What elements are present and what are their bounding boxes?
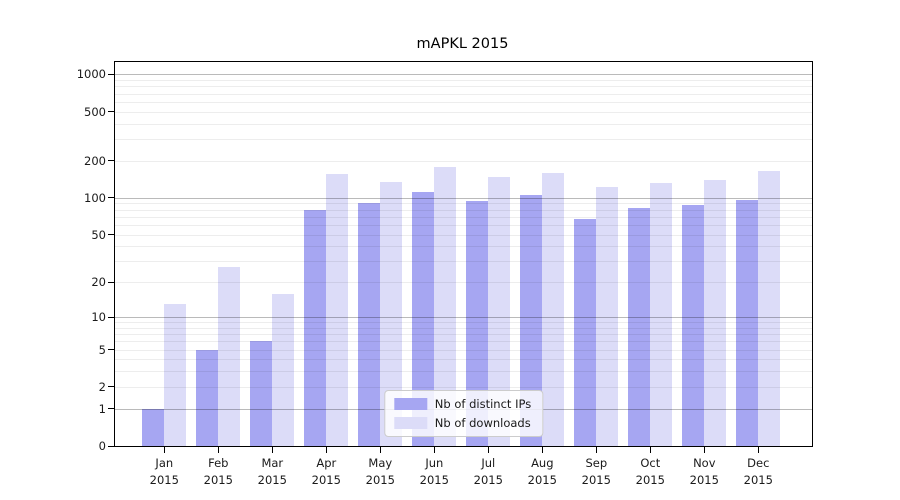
- bar-downloads-2: [272, 293, 295, 446]
- x-tick-mark: [758, 447, 760, 453]
- bar-downloads-10: [704, 179, 727, 446]
- bar-distinct-ips-4: [358, 203, 381, 446]
- bar-distinct-ips-8: [574, 219, 597, 446]
- legend-label: Nb of distinct IPs: [434, 397, 532, 411]
- bar-distinct-ips-0: [142, 408, 165, 446]
- x-tick-mark: [542, 447, 544, 453]
- bar-distinct-ips-3: [304, 209, 327, 446]
- x-tick-label: Nov 2015: [689, 456, 719, 487]
- x-tick-mark: [650, 447, 652, 453]
- x-tick-label: Aug 2015: [527, 456, 557, 487]
- y-gridline-minor: [115, 86, 812, 88]
- legend-item: Nb of downloads: [393, 416, 531, 430]
- y-tick-mark: [108, 111, 114, 112]
- x-tick-label: Jun 2015: [419, 456, 449, 487]
- y-tick-mark: [108, 408, 114, 410]
- legend-swatch: [393, 398, 427, 410]
- x-tick-label: Dec 2015: [743, 456, 773, 487]
- bar-distinct-ips-11: [736, 200, 759, 446]
- bar-downloads-3: [326, 174, 349, 446]
- x-tick-label: Apr 2015: [311, 456, 341, 487]
- bar-downloads-6: [488, 176, 511, 446]
- y-tick-label: 200: [84, 153, 106, 168]
- y-tick-mark: [108, 197, 114, 199]
- y-tick-label: 1: [98, 401, 106, 416]
- bar-downloads-0: [164, 304, 187, 446]
- x-tick-label: Sep 2015: [581, 456, 611, 487]
- x-tick-mark: [218, 447, 220, 453]
- chart-title: mAPKL 2015: [416, 36, 509, 52]
- y-tick-mark: [108, 281, 114, 283]
- x-tick-label: Jan 2015: [149, 456, 179, 487]
- y-tick-label: 5: [98, 342, 106, 357]
- y-tick-mark: [108, 349, 114, 351]
- x-tick-mark: [380, 447, 382, 453]
- y-gridline-major: [115, 74, 812, 76]
- legend-item: Nb of distinct IPs: [393, 397, 532, 411]
- bar-distinct-ips-10: [682, 204, 705, 446]
- bar-distinct-ips-2: [250, 341, 273, 446]
- bar-downloads-8: [596, 187, 619, 446]
- bar-downloads-4: [380, 182, 403, 446]
- bar-downloads-9: [650, 182, 673, 446]
- y-tick-label: 50: [91, 227, 106, 242]
- legend: Nb of distinct IPs Nb of downloads: [383, 390, 544, 437]
- bar-distinct-ips-5: [412, 192, 435, 446]
- y-tick-mark: [108, 445, 114, 447]
- x-tick-mark: [272, 447, 274, 453]
- y-gridline-minor: [115, 111, 812, 113]
- y-tick-mark: [108, 73, 114, 75]
- x-tick-label: Feb 2015: [203, 456, 233, 487]
- legend-swatch: [393, 417, 427, 429]
- x-tick-mark: [434, 447, 436, 453]
- y-tick-label: 10: [91, 310, 106, 324]
- y-tick-mark: [108, 316, 114, 318]
- bar-downloads-11: [758, 171, 781, 446]
- bar-distinct-ips-1: [196, 349, 219, 446]
- x-tick-label: Mar 2015: [257, 456, 287, 487]
- x-tick-mark: [326, 447, 328, 453]
- y-gridline-minor: [115, 160, 812, 162]
- bar-downloads-1: [218, 266, 241, 446]
- x-tick-mark: [596, 447, 598, 453]
- bar-distinct-ips-6: [466, 201, 489, 446]
- x-tick-label: Jul 2015: [473, 456, 503, 487]
- bar-distinct-ips-9: [628, 207, 651, 446]
- y-gridline-minor: [115, 101, 812, 103]
- y-tick-label: 0: [98, 439, 106, 453]
- y-tick-label: 500: [84, 104, 106, 119]
- y-tick-label: 2: [98, 379, 106, 394]
- y-tick-mark: [108, 160, 114, 162]
- plot-area: 0 1 2 5 10 20 50 100 200 500 1000 Jan 2015 Feb 2015…: [77, 61, 813, 487]
- y-gridline-minor: [115, 80, 812, 81]
- x-tick-label: Oct 2015: [635, 456, 665, 487]
- bar-distinct-ips-7: [520, 195, 543, 446]
- bar-downloads-5: [434, 166, 457, 446]
- y-tick-label: 1000: [76, 67, 106, 82]
- x-tick-mark: [164, 447, 166, 453]
- y-tick-mark: [108, 386, 114, 388]
- y-gridline-minor: [115, 123, 812, 125]
- y-tick-mark: [108, 234, 114, 235]
- x-tick-label: May 2015: [365, 456, 395, 487]
- x-tick-mark: [488, 447, 490, 453]
- y-gridline-minor: [115, 139, 812, 140]
- bar-downloads-7: [542, 172, 565, 446]
- x-tick-mark: [704, 447, 706, 453]
- legend-label: Nb of downloads: [434, 416, 531, 430]
- y-tick-label: 100: [84, 190, 106, 205]
- y-gridline-minor: [115, 93, 812, 95]
- y-tick-label: 20: [91, 275, 106, 290]
